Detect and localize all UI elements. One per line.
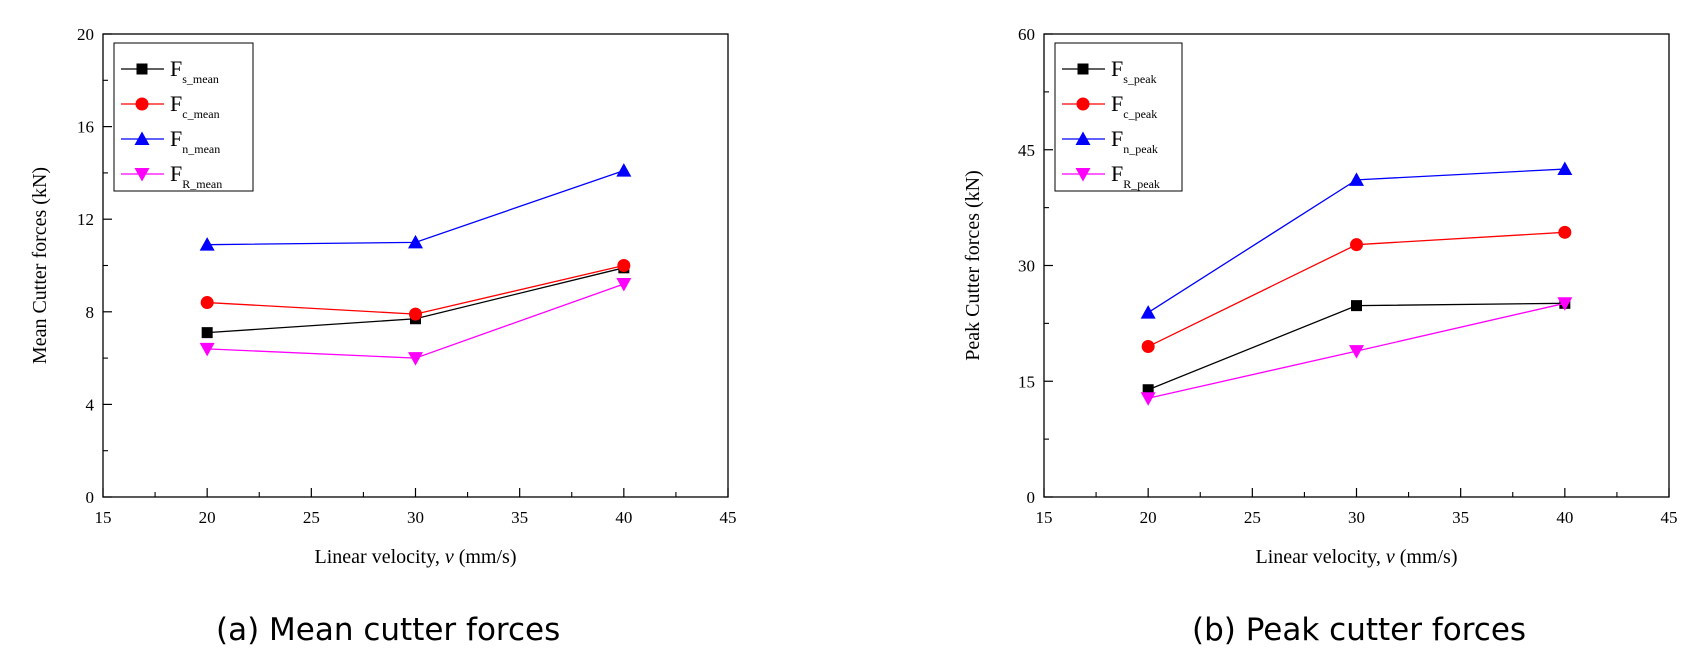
chart-caption-b: (b) Peak cutter forces bbox=[1192, 612, 1527, 648]
chart-a-xtick-label: 35 bbox=[511, 508, 528, 527]
chart-b-ytick-label: 60 bbox=[1018, 25, 1035, 44]
chart-b-point-n_peak-20 bbox=[1140, 305, 1156, 319]
chart-a-point-n_mean-20 bbox=[199, 237, 215, 251]
chart-a-legend-label-R_mean: FR_mean bbox=[170, 161, 222, 191]
chart-b-point-R_peak-20 bbox=[1140, 392, 1156, 406]
chart-b-point-s_peak-20 bbox=[1142, 384, 1154, 396]
chart-b-ylabel: Peak Cutter forces (kN) bbox=[962, 170, 984, 361]
chart-b-legend-label-c_peak: Fc_peak bbox=[1111, 91, 1157, 121]
chart-a-point-n_mean-30 bbox=[408, 234, 423, 249]
chart-b-ytick-label: 15 bbox=[1018, 372, 1035, 391]
chart-a-xtick-label: 15 bbox=[95, 508, 112, 527]
chart-b-legend-marker-s_peak bbox=[1077, 63, 1089, 75]
chart-a-point-c_mean-20 bbox=[200, 296, 214, 310]
chart-a-ytick-label: 0 bbox=[86, 488, 95, 507]
chart-a-ytick-label: 12 bbox=[77, 210, 94, 229]
chart-b-legend-label-n_peak: Fn_peak bbox=[1111, 126, 1158, 156]
chart-a-xtick-label: 45 bbox=[720, 508, 737, 527]
chart-caption-a: (a) Mean cutter forces bbox=[216, 612, 561, 648]
chart-b-point-c_peak-30 bbox=[1350, 238, 1363, 252]
chart-a-ylabel: Mean Cutter forces (kN) bbox=[29, 167, 51, 364]
chart-b-xtick-label: 35 bbox=[1452, 508, 1469, 527]
chart-a-ytick-label: 4 bbox=[86, 395, 95, 414]
chart-a-ytick-label: 16 bbox=[77, 118, 94, 137]
chart-a-xtick-label: 20 bbox=[199, 508, 216, 527]
chart-a-legend-marker-c_mean bbox=[135, 97, 149, 111]
chart-a-legend-label-s_mean: Fs_mean bbox=[170, 56, 219, 86]
chart-b-legend bbox=[1054, 42, 1183, 192]
chart-b-ytick-label: 45 bbox=[1018, 141, 1035, 160]
chart-a-point-c_mean-30 bbox=[409, 307, 422, 321]
chart-a-legend-marker-R_mean bbox=[134, 168, 150, 182]
chart-b-legend-marker-c_peak bbox=[1076, 97, 1090, 111]
chart-a-point-R_mean-30 bbox=[408, 352, 423, 366]
chart-a-point-R_mean-40 bbox=[616, 278, 632, 292]
chart-b-legend-label-s_peak: Fs_peak bbox=[1111, 56, 1157, 86]
chart-a-ytick-label: 8 bbox=[86, 303, 95, 322]
chart-a-series-line-n_mean bbox=[207, 169, 625, 246]
chart-b-point-c_peak-40 bbox=[1558, 225, 1572, 239]
chart-b-point-n_peak-40 bbox=[1557, 161, 1573, 176]
chart-a-legend-marker-s_mean bbox=[136, 63, 148, 75]
chart-a-legend-label-c_mean: Fc_mean bbox=[170, 91, 220, 121]
chart-b-legend-label-R_peak: FR_peak bbox=[1111, 161, 1160, 191]
chart-b-ytick-label: 0 bbox=[1027, 488, 1036, 507]
chart-a-xtick-label: 25 bbox=[303, 508, 320, 527]
chart-a-xtick-label: 30 bbox=[407, 508, 424, 527]
chart-a-xlabel: Linear velocity, v (mm/s) bbox=[315, 546, 517, 568]
chart-b-xtick-label: 30 bbox=[1348, 508, 1365, 527]
chart-b-xlabel: Linear velocity, v (mm/s) bbox=[1256, 546, 1458, 568]
chart-b-point-s_peak-30 bbox=[1351, 300, 1362, 312]
chart-b-xtick-label: 40 bbox=[1556, 508, 1573, 527]
chart-a-legend-label-n_mean: Fn_mean bbox=[170, 126, 220, 156]
chart-b-xtick-label: 45 bbox=[1661, 508, 1678, 527]
chart-b-legend-marker-n_peak bbox=[1075, 131, 1091, 145]
chart-b-xtick-label: 25 bbox=[1244, 508, 1261, 527]
chart-a-xtick-label: 40 bbox=[615, 508, 632, 527]
chart-b-ytick-label: 30 bbox=[1018, 257, 1035, 276]
chart-b-legend-marker-R_peak bbox=[1075, 168, 1091, 182]
chart-a: 15 20 25 30 35 40 45 0 4 8 12 16 20 Linear velocity, … bbox=[29, 25, 737, 568]
chart-b-xtick-label: 15 bbox=[1036, 508, 1053, 527]
chart-a-point-s_mean-20 bbox=[201, 327, 213, 339]
chart-b-xtick-label: 20 bbox=[1140, 508, 1157, 527]
chart-b-point-R_peak-30 bbox=[1349, 345, 1364, 359]
chart-a-point-c_mean-40 bbox=[617, 259, 631, 272]
chart-a-ytick-label: 20 bbox=[77, 25, 94, 44]
chart-b-point-R_peak-40 bbox=[1557, 297, 1573, 311]
chart-b-point-c_peak-20 bbox=[1141, 340, 1155, 354]
chart-a-point-R_mean-20 bbox=[199, 342, 215, 357]
chart-b-point-n_peak-30 bbox=[1349, 172, 1364, 186]
chart-a-legend-marker-n_mean bbox=[134, 131, 150, 145]
chart-a-point-n_mean-40 bbox=[616, 163, 632, 177]
